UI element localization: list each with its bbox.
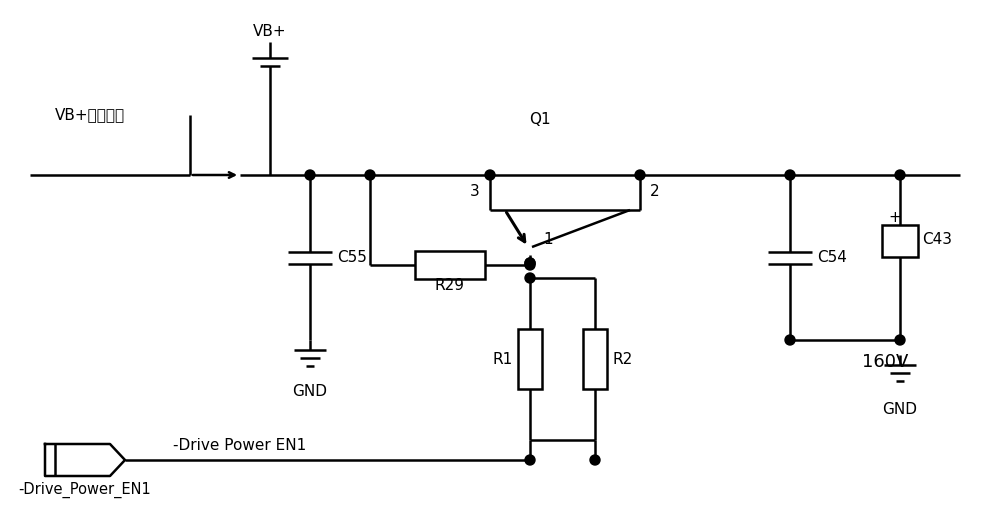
Circle shape (525, 455, 535, 465)
Text: -Drive_Power_EN1: -Drive_Power_EN1 (19, 482, 152, 498)
Text: 1: 1 (543, 232, 553, 247)
Text: 2: 2 (650, 185, 660, 200)
Text: Q1: Q1 (530, 112, 551, 128)
Text: C43: C43 (922, 232, 952, 247)
Circle shape (525, 258, 535, 268)
Text: 160V: 160V (862, 353, 909, 371)
Bar (518, 329, 542, 389)
Text: R2: R2 (612, 352, 632, 367)
Circle shape (305, 170, 315, 180)
Text: +: + (888, 210, 901, 225)
Circle shape (525, 273, 535, 283)
Circle shape (895, 335, 904, 345)
Bar (882, 225, 918, 257)
Text: R1: R1 (492, 352, 513, 367)
Text: R29: R29 (435, 278, 465, 293)
Text: -Drive Power EN1: -Drive Power EN1 (174, 438, 307, 453)
Circle shape (525, 258, 535, 268)
Circle shape (365, 170, 375, 180)
Text: C54: C54 (817, 250, 847, 265)
Circle shape (635, 170, 645, 180)
Circle shape (895, 170, 904, 180)
Text: GND: GND (882, 403, 918, 418)
Circle shape (485, 170, 495, 180)
Circle shape (525, 260, 535, 270)
Circle shape (590, 455, 600, 465)
Circle shape (785, 170, 795, 180)
Bar (415, 251, 485, 279)
Text: GND: GND (292, 385, 328, 400)
Circle shape (785, 335, 795, 345)
Text: VB+: VB+ (253, 24, 286, 39)
Text: 3: 3 (470, 185, 479, 200)
Bar (583, 329, 607, 389)
Text: VB+电压输入: VB+电压输入 (55, 107, 125, 122)
Text: C55: C55 (337, 250, 367, 265)
